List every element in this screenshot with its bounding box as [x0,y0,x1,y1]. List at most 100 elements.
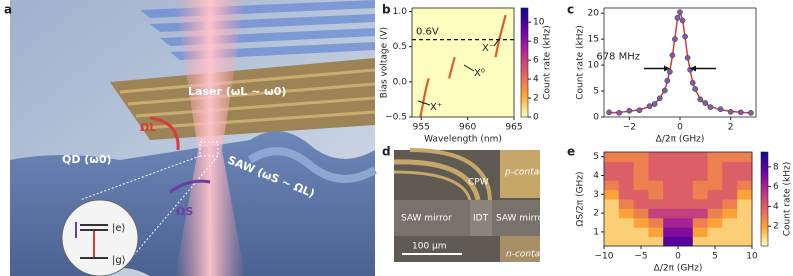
n-contact-label: n-contact [506,250,549,260]
heatmap-cell [737,152,753,162]
panel-label: c [567,3,574,17]
heatmap-cell [692,189,709,200]
chart: e −10 −5 0 5 10 1 2 3 4 5 Δ/2π (GHz) ΩS/2π (GHz) 2 4 6 8… [567,145,793,274]
heatmap-cell [633,170,649,181]
data-point [689,79,696,86]
plot-body [606,9,754,116]
x-tick-label: 965 [505,123,522,133]
heatmap-cell [648,189,664,200]
heatmap-cell [663,170,679,181]
heatmap-cell [737,180,753,191]
heatmap-cell [692,236,709,247]
colorbar-tick-label: 2 [533,94,539,104]
heatmap-cell [618,161,635,172]
heatmap-cell [737,161,753,172]
data-point [717,106,724,113]
heatmap-cell [678,236,694,247]
data-point [661,87,668,94]
y-tick-label: 4 [593,171,599,181]
annotation: 0.6V [416,27,439,38]
heatmap-cell [678,189,694,200]
illustration: a Laser (ωL ~ ω0) ΩL QD (ω0) SAW (ωS ~ Ω… [4,0,377,276]
panel-label: e [567,145,575,159]
heatmap-cell [648,199,664,209]
heatmap-cell [604,208,620,219]
heatmap-cell [604,180,620,191]
heatmap-cell [722,227,738,238]
n-contact-pad [500,236,540,262]
y-tick-label: 20 [588,9,600,19]
scale-label: 100 μm [412,242,447,252]
cpw-label: CPW [468,178,489,188]
data-point [636,107,643,114]
emission-trace [448,56,456,79]
panel-label: d [382,145,391,159]
x-tick-label: 5 [712,252,718,262]
x-tick-label: 2 [728,123,734,133]
heatmap-cell [692,208,709,219]
y-tick-label: 0.5 [393,42,407,52]
laser-label: Laser (ωL ~ ω0) [188,85,286,98]
heatmap-cell [663,152,679,162]
mirror-label: SAW mirror [496,214,547,224]
heatmap-cell [737,217,753,228]
heatmap-cell [663,161,679,172]
x-tick-label: −10 [595,252,614,262]
heatmap-cell [663,189,679,200]
gold-electrode-pad [110,58,375,140]
heatmap-cell [633,180,649,191]
colorbar-label: Count rate (kHz) [543,25,553,99]
p-contact-pad [500,150,540,198]
data-point [606,109,612,116]
y-tick-label: 0.0 [393,77,408,87]
heatmap-cell [722,152,738,162]
heatmap-cell [648,180,664,191]
y-axis-label: ΩS/2π (GHz) [576,171,586,226]
data-point [702,100,709,106]
heatmap-cell [707,227,723,238]
idt-fingers [119,68,376,130]
heatmap-cell [604,217,620,228]
y-tick-label: 2 [593,209,599,219]
x-tick-label: −5 [634,252,647,262]
heatmap-cell [648,227,664,238]
heatmap-cell [707,180,723,191]
y-tick-label: 3 [593,190,599,200]
heatmap-cell [663,236,679,247]
heatmap-cell [678,161,694,172]
heatmap-cell [618,208,635,219]
x-tick-label: 955 [413,123,430,133]
y-tick-label: 1 [593,227,599,237]
colorbar-tick-label: 0 [533,113,539,123]
heatmap-cell [737,208,753,219]
saw-coupling-arrow [169,179,211,194]
data-point [674,15,681,21]
heatmap-cell [737,189,753,200]
heatmap-cell [633,152,649,162]
heatmap-cell [737,236,753,247]
heatmap-cell [648,217,664,228]
saw-frequency-label: ΩS [176,205,193,218]
data-point [748,109,754,116]
x-axis-label: Δ/2π (GHz) [656,135,705,145]
plot-area [604,8,756,117]
annotation-arrow [417,100,431,106]
data-point [616,109,623,116]
colorbar-tick-label: 10 [533,18,545,28]
emission-trace [494,14,507,58]
colorbar [760,151,769,247]
mirror-label: SAW mirror [401,214,452,224]
heatmap-cell [648,161,664,172]
data-point [679,17,686,24]
plot-body [412,14,514,118]
data-point [664,77,671,84]
y-tick-label: 1.0 [393,7,408,17]
colorbar-tick-label: 4 [533,75,539,85]
data-point [672,36,678,42]
heatmap-cell [633,236,649,247]
micrograph: d CPW p-contact SAW mirror IDT SAW mirro… [382,145,549,262]
heatmap-cell [633,227,649,238]
plot-frame [603,151,753,247]
heatmap-cell [604,236,620,247]
heatmap-cell [618,180,635,191]
